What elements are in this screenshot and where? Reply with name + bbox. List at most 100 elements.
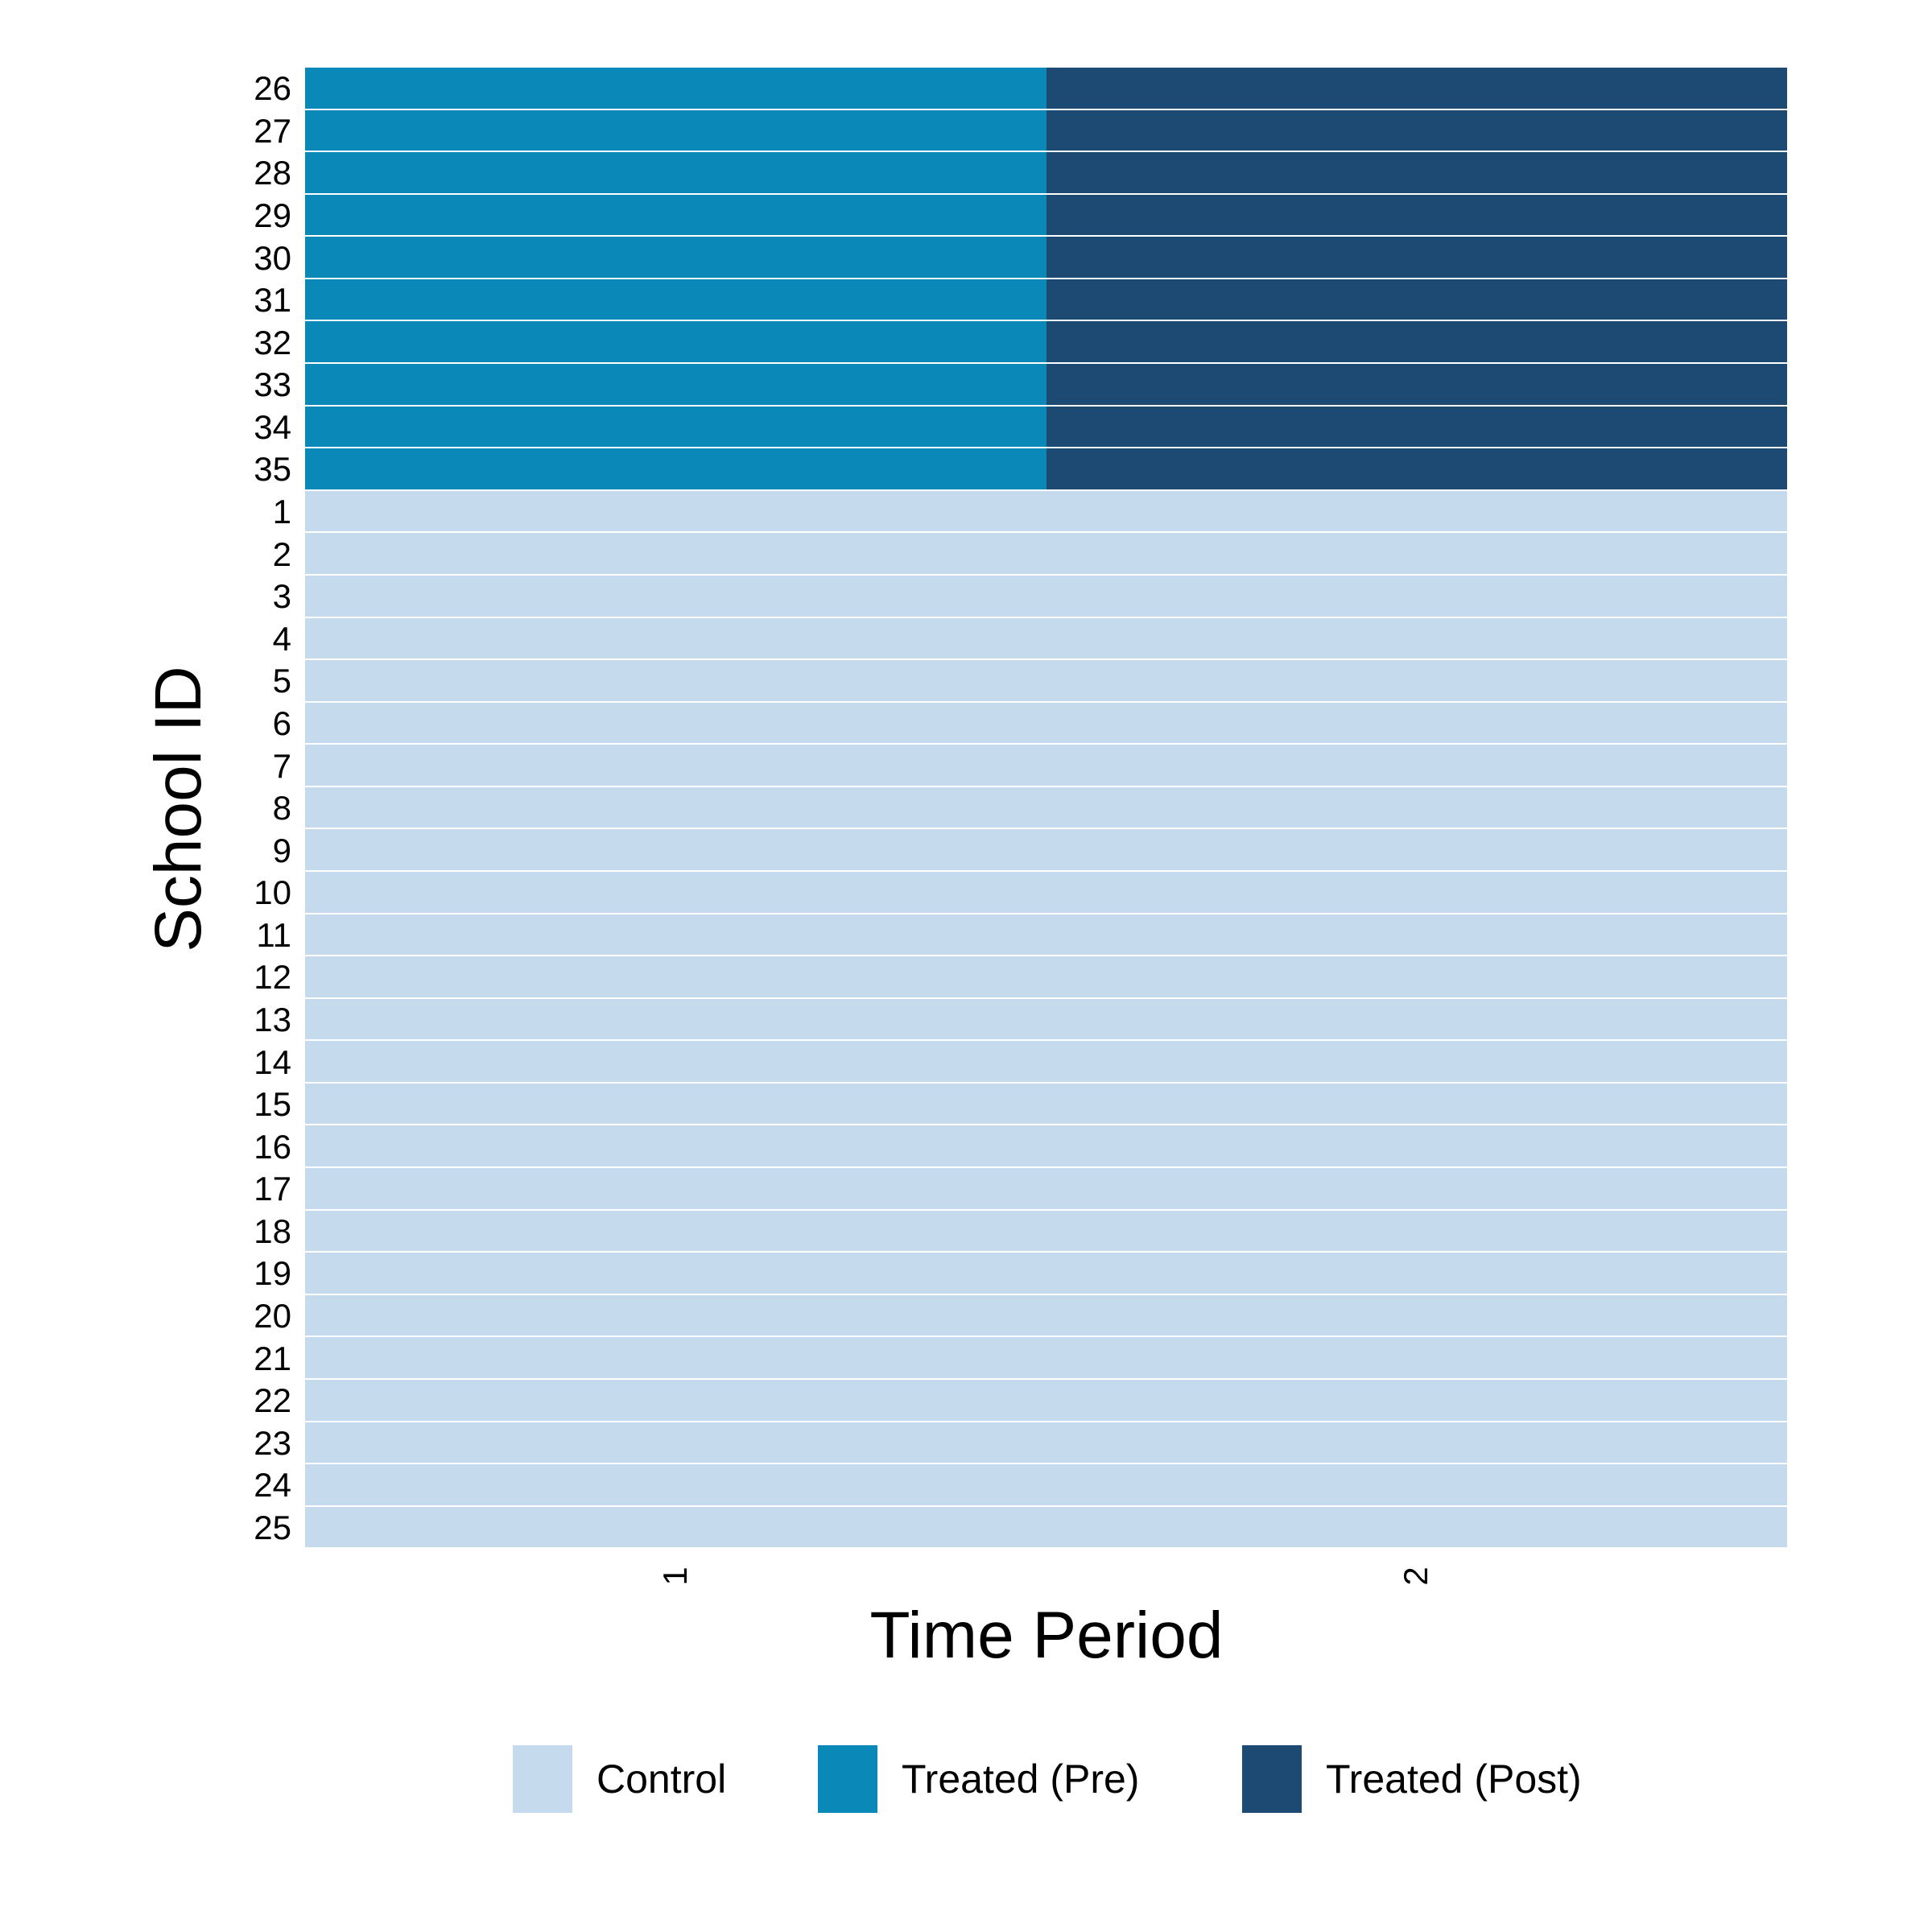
heatmap-cell-control	[1046, 1125, 1787, 1167]
heatmap-row	[305, 575, 1787, 618]
heatmap-row	[305, 109, 1787, 153]
y-tick-label: 13	[254, 1001, 291, 1038]
heatmap-row	[305, 533, 1787, 576]
heatmap-cell-treated_pre	[305, 406, 1046, 448]
heatmap-row	[305, 68, 1787, 110]
heatmap-cell-control	[305, 1253, 1046, 1294]
y-tick-label: 2	[272, 535, 291, 573]
y-tick-label: 20	[254, 1297, 291, 1335]
heatmap-cell-treated_post	[1046, 237, 1787, 278]
y-tick-label: 18	[254, 1212, 291, 1250]
heatmap-cell-control	[305, 1210, 1046, 1252]
heatmap-cell-treated_pre	[305, 448, 1046, 489]
y-tick-label: 22	[254, 1381, 291, 1420]
y-tick-label: 4	[272, 619, 291, 658]
heatmap-cell-control	[305, 1464, 1046, 1505]
heatmap-row	[305, 1464, 1787, 1507]
legend-label: Treated (Pre)	[902, 1757, 1140, 1802]
heatmap-cell-control	[1046, 1464, 1787, 1505]
y-axis-tick-labels: 26 27 28 29 30 31 32 33 34 35 1 2 3 4 5 6 7 8 9 10 11 12 13 14 1…	[0, 68, 291, 1549]
heatmap-cell-control	[305, 533, 1046, 574]
y-tick-label: 15	[254, 1085, 291, 1124]
legend-label: Treated (Post)	[1326, 1757, 1582, 1802]
heatmap-cell-control	[1046, 1210, 1787, 1252]
heatmap-cell-treated_pre	[305, 194, 1046, 236]
heatmap-cell-control	[305, 745, 1046, 786]
heatmap-cell-control	[305, 786, 1046, 828]
heatmap-cell-control	[1046, 1506, 1787, 1548]
y-tick-label: 11	[256, 915, 291, 954]
heatmap-cell-control	[1046, 617, 1787, 659]
heatmap-row	[305, 194, 1787, 237]
heatmap-cell-control	[305, 998, 1046, 1040]
heatmap-row	[305, 1422, 1787, 1465]
x-tick-label: 2	[1397, 1567, 1435, 1586]
x-tick-label: 1	[656, 1567, 694, 1586]
y-tick-label: 5	[272, 662, 291, 700]
heatmap-cell-treated_pre	[305, 321, 1046, 363]
y-tick-label: 26	[254, 69, 291, 108]
heatmap-row	[305, 490, 1787, 534]
heatmap-row	[305, 237, 1787, 279]
heatmap-cell-control	[305, 702, 1046, 744]
y-tick-label: 16	[254, 1127, 291, 1166]
heatmap-row	[305, 745, 1787, 787]
heatmap-cell-control	[1046, 660, 1787, 701]
heatmap-cell-control	[1046, 786, 1787, 828]
heatmap-cell-control	[1046, 1083, 1787, 1125]
heatmap-row	[305, 871, 1787, 914]
y-tick-label: 25	[254, 1508, 291, 1546]
y-tick-label: 10	[254, 873, 291, 912]
heatmap-cell-control	[305, 1337, 1046, 1378]
heatmap-cell-control	[305, 1083, 1046, 1125]
heatmap-cell-control	[305, 617, 1046, 659]
y-tick-label: 19	[254, 1254, 291, 1293]
x-axis-title: Time Period	[869, 1599, 1224, 1672]
heatmap-row	[305, 406, 1787, 449]
heatmap-panel	[305, 68, 1787, 1550]
heatmap-cell-control	[305, 829, 1046, 870]
y-tick-label: 30	[254, 238, 291, 277]
legend-label: Control	[597, 1757, 727, 1802]
heatmap-cell-treated_post	[1046, 448, 1787, 489]
heatmap-cell-control	[305, 1294, 1046, 1336]
heatmap-cell-control	[1046, 998, 1787, 1040]
y-tick-label: 3	[272, 577, 291, 616]
heatmap-row	[305, 702, 1787, 745]
heatmap-cell-control	[305, 914, 1046, 956]
y-tick-label: 14	[254, 1042, 291, 1081]
heatmap-cell-treated_pre	[305, 152, 1046, 193]
heatmap-cell-control	[305, 1422, 1046, 1463]
heatmap-cell-treated_pre	[305, 68, 1046, 109]
heatmap-cell-control	[1046, 745, 1787, 786]
heatmap-row	[305, 998, 1787, 1042]
y-tick-label: 7	[272, 746, 291, 785]
heatmap-cell-control	[305, 1506, 1046, 1548]
heatmap-row	[305, 829, 1787, 872]
heatmap-cell-treated_post	[1046, 194, 1787, 236]
heatmap-cell-control	[1046, 1253, 1787, 1294]
y-tick-label: 29	[254, 196, 291, 235]
legend-swatch-control	[513, 1745, 572, 1813]
heatmap-row	[305, 1125, 1787, 1169]
heatmap-cell-treated_post	[1046, 68, 1787, 109]
y-tick-label: 21	[254, 1339, 291, 1377]
y-tick-label: 35	[254, 450, 291, 489]
heatmap-row	[305, 1083, 1787, 1126]
legend-swatch-treated_pre	[818, 1745, 877, 1813]
heatmap-cell-treated_post	[1046, 321, 1787, 363]
heatmap-cell-control	[1046, 1168, 1787, 1209]
heatmap-row	[305, 448, 1787, 491]
heatmap-row	[305, 279, 1787, 322]
legend: Control Treated (Pre) Treated (Post)	[0, 1745, 1932, 1813]
heatmap-cell-treated_post	[1046, 109, 1787, 151]
y-tick-label: 27	[254, 111, 291, 150]
heatmap-cell-control	[1046, 1041, 1787, 1082]
heatmap-cell-control	[1046, 1294, 1787, 1336]
heatmap-row	[305, 1168, 1787, 1211]
heatmap-row	[305, 1294, 1787, 1338]
heatmap-row	[305, 321, 1787, 365]
y-tick-label: 17	[254, 1170, 291, 1208]
heatmap-cell-treated_post	[1046, 406, 1787, 448]
heatmap-row	[305, 1379, 1787, 1422]
